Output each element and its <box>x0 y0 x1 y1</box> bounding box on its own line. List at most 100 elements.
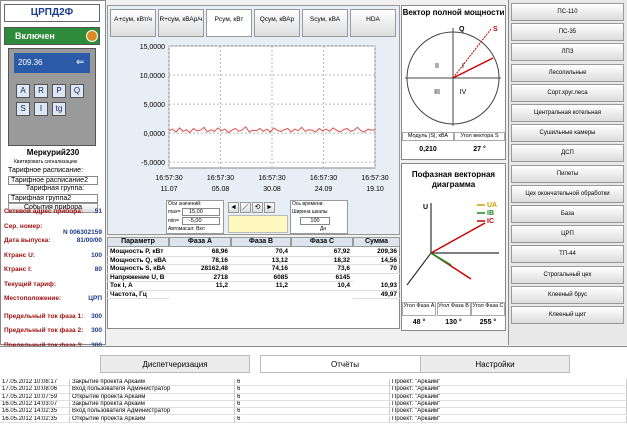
object-button[interactable]: Лесопильные <box>511 63 624 82</box>
x-tick-time: 16:57:30 <box>361 175 388 182</box>
chart-tool[interactable]: ► <box>264 202 275 213</box>
param-label: Сер. номер: <box>4 222 43 230</box>
events-button[interactable]: События прибора <box>8 203 98 213</box>
y-tick-label: -5,0000 <box>141 160 165 167</box>
device-title: ЦРПД2Ф <box>4 4 100 22</box>
param-label: Ктранс I: <box>4 266 33 273</box>
quadrant-label: IV <box>460 89 467 96</box>
bottom-tab[interactable]: Диспетчеризация <box>100 355 250 373</box>
y-tick-label: 15,0000 <box>140 44 165 51</box>
object-button[interactable]: ЛПЗ <box>511 43 624 62</box>
autoscale[interactable]: Автомасшт. Вкл <box>168 226 205 232</box>
param-label: Предельный ток фаза 2: <box>4 327 84 334</box>
chart-tab[interactable]: HDA <box>350 9 396 37</box>
object-button[interactable]: Сорт.хруг.леса <box>511 83 624 102</box>
meter-key[interactable]: A <box>16 84 30 98</box>
bottom-tab[interactable]: Отчёты <box>260 355 430 373</box>
meter-key[interactable]: R <box>34 84 48 98</box>
width-unit: Дн <box>320 226 327 232</box>
param-label: Предельный ток фаза 3: <box>4 341 84 349</box>
object-button[interactable]: Центральная котельная <box>511 104 624 122</box>
param-value: 300 <box>91 341 102 349</box>
log-cell: 17.05.2012 10:08:06 <box>0 386 70 394</box>
param-label: Предельный ток фаза 1: <box>4 312 84 320</box>
table-cell: 2718 <box>169 274 231 282</box>
tariff-group-label: Тарифная группа: <box>25 185 85 192</box>
chart-tab[interactable]: Qсум, кВАр <box>254 9 300 37</box>
angle-label: Угол вектора S <box>454 132 505 141</box>
meter-key[interactable]: tg <box>52 102 66 116</box>
table-cell: 209,36 <box>353 248 400 257</box>
angle-value: 27 ° <box>473 146 486 153</box>
legend-label: IB <box>487 210 494 217</box>
table-header: Фаза A <box>169 237 231 247</box>
meter-key[interactable]: I <box>34 102 48 116</box>
y-tick-label: 0,0000 <box>144 131 166 138</box>
table-cell: 13,12 <box>231 257 291 265</box>
object-button[interactable]: ЦРП <box>511 225 624 244</box>
log-cell: 16.05.2012 14:02:35 <box>0 415 70 423</box>
table-cell: 18,32 <box>291 257 353 265</box>
chart-tab[interactable]: Pсум, кВт <box>206 9 252 37</box>
table-header: Фаза C <box>291 237 353 247</box>
table-cell: 70,4 <box>231 248 291 257</box>
max-label: max= <box>168 209 181 215</box>
param-value: 51 <box>94 208 102 215</box>
ack-button[interactable]: Квитировать сигнализацию <box>14 159 78 165</box>
object-button[interactable]: ПС-35 <box>511 23 624 42</box>
axis-q-label: Q <box>459 26 465 33</box>
meter-key[interactable]: S <box>16 102 30 116</box>
max-input[interactable]: 15,00 <box>182 208 220 216</box>
param-label: Сетевой адрес прибора: <box>4 208 83 215</box>
param-label: Текущий тариф: <box>4 280 57 288</box>
phase-title: Пофазная векторная диаграмма <box>411 170 496 189</box>
object-button[interactable]: База <box>511 205 624 223</box>
bottom-tab[interactable]: Настройки <box>420 355 570 373</box>
chart-tool[interactable]: ⟲ <box>252 202 263 213</box>
width-input[interactable]: 100 <box>300 217 330 225</box>
object-button[interactable]: ТП-44 <box>511 245 624 264</box>
object-button[interactable]: Клееный брус <box>511 285 624 304</box>
meter-key[interactable]: Q <box>70 84 84 98</box>
object-button[interactable]: ДСП <box>511 144 624 163</box>
phase-angle-value: 130 ° <box>445 319 462 326</box>
phase-angle-value: 48 ° <box>412 319 426 326</box>
table-cell: 78,16 <box>169 257 231 265</box>
vector-s <box>452 57 494 79</box>
table-cell: Частота, Гц <box>107 291 169 299</box>
object-button[interactable]: Пилеты <box>511 164 624 183</box>
table-cell: Ток I, А <box>107 282 169 291</box>
tariff-schedule[interactable]: Тарифное расписание2 <box>8 176 98 185</box>
meter-key[interactable]: P <box>52 84 66 98</box>
chart-tab[interactable]: Sсум, кВА <box>302 9 348 37</box>
object-button[interactable]: Сушильные камеры <box>511 124 624 143</box>
object-button[interactable]: ПС-110 <box>511 3 624 21</box>
object-button[interactable]: Цех окончательной обработки <box>511 184 624 203</box>
x-tick-date: 19.10 <box>366 186 384 193</box>
min-label: min= <box>168 218 179 224</box>
param-table <box>107 237 400 329</box>
min-input[interactable]: -5,00 <box>182 217 220 225</box>
phase-vector <box>430 252 452 266</box>
object-button[interactable]: Клееный щит <box>511 306 624 324</box>
chart-tab[interactable]: A+сум, кВт/ч <box>110 9 156 37</box>
table-cell: Мощность S, кВА <box>107 265 169 274</box>
chart-tab[interactable]: R+сум, кВАр/ч <box>158 9 204 37</box>
phase-vector <box>406 252 432 286</box>
x-tick-time: 16:57:30 <box>155 175 182 182</box>
table-cell: 10,4 <box>291 282 353 291</box>
phase-vector <box>430 222 486 254</box>
object-button[interactable]: Строгальный цех <box>511 265 624 284</box>
table-cell: 10,93 <box>353 282 400 291</box>
log-cell: 6 <box>235 386 390 394</box>
phase-angle-label: Угол Фаза C <box>471 302 505 316</box>
tariff-group[interactable]: Тарифная группа2 <box>8 194 98 203</box>
x-tick-time: 16:57:30 <box>310 175 337 182</box>
log-cell: Проект: "Аркаим" <box>390 400 627 409</box>
chart-tool[interactable]: ／ <box>240 202 251 213</box>
x-tick-date: 11.07 <box>161 186 178 193</box>
chart-tool[interactable]: ◄ <box>228 202 239 213</box>
tool-area <box>228 215 288 233</box>
legend-label: IC <box>487 218 494 225</box>
